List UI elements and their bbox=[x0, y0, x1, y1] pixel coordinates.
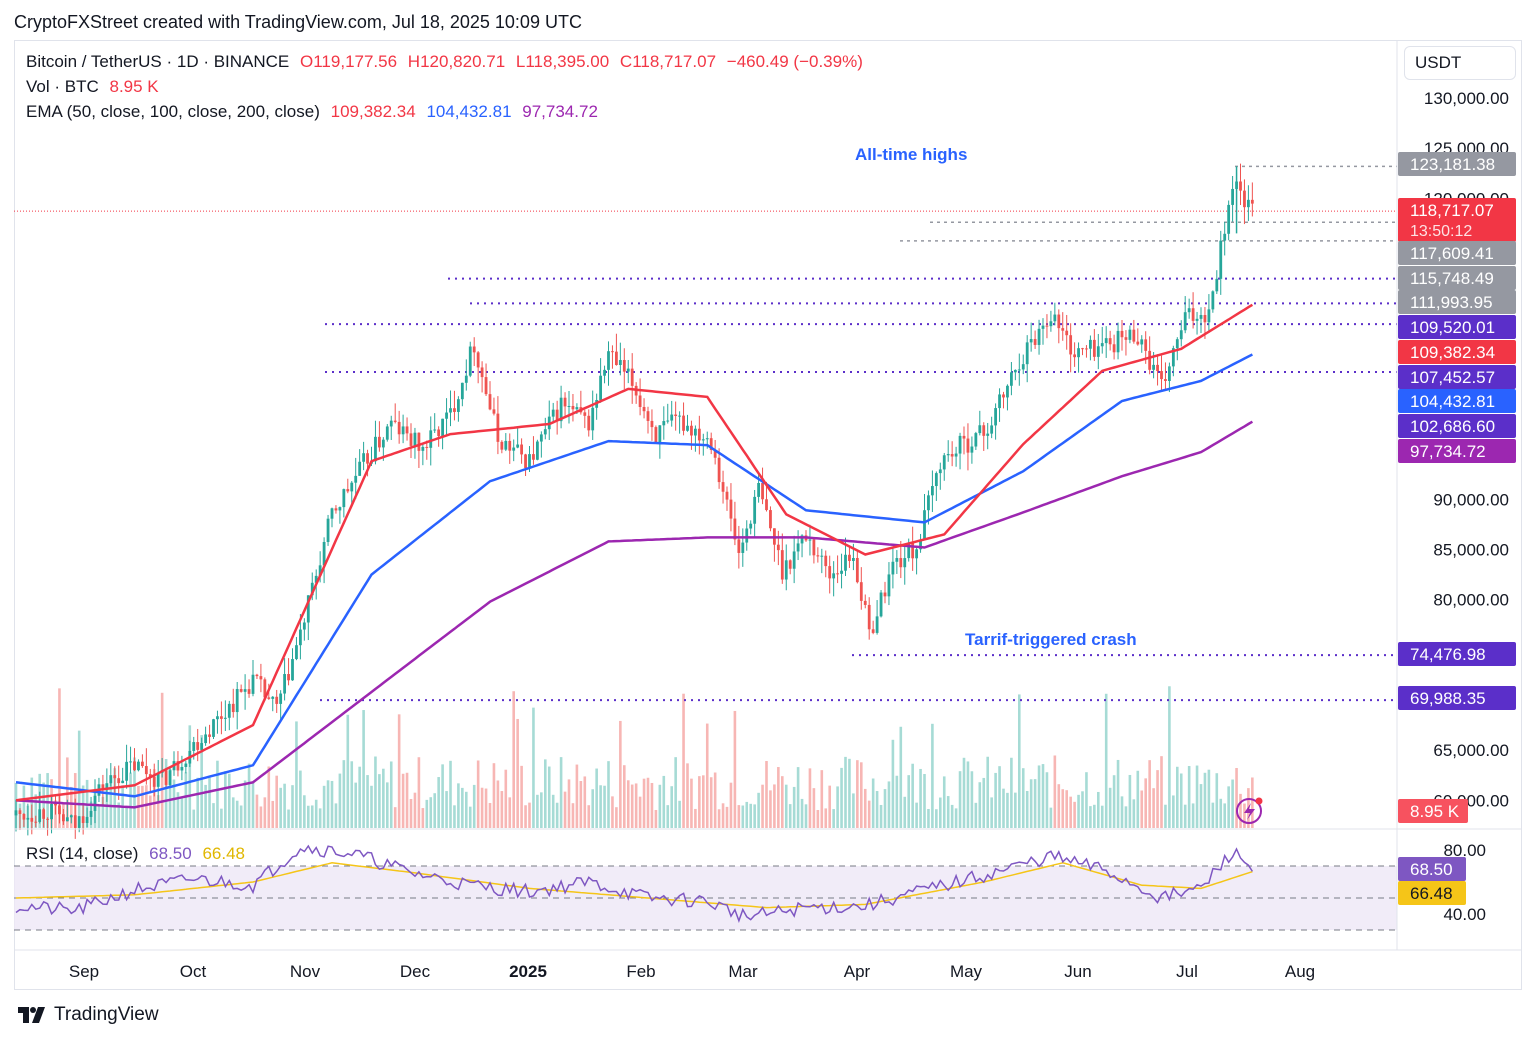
ath-annotation: All-time highs bbox=[855, 145, 968, 164]
low-value: L118,395.00 bbox=[515, 52, 610, 71]
ema100-value: 104,432.81 bbox=[426, 102, 512, 121]
chart-credit: CryptoFXStreet created with TradingView.… bbox=[14, 12, 582, 32]
rsi-ma-value: 66.48 bbox=[202, 844, 245, 863]
close-value: C118,717.07 bbox=[619, 52, 717, 71]
rsi-value: 68.50 bbox=[149, 844, 192, 863]
currency-selector[interactable]: USDT bbox=[1404, 46, 1516, 80]
rsi-label[interactable]: RSI (14, close) bbox=[26, 844, 139, 863]
ema-legend: EMA (50, close, 100, close, 200, close) … bbox=[26, 102, 604, 122]
high-value: H120,820.71 bbox=[407, 52, 506, 71]
ema200-value: 97,734.72 bbox=[522, 102, 598, 121]
ohlc-legend: Bitcoin / TetherUS · 1D · BINANCE O119,1… bbox=[26, 52, 869, 72]
tradingview-logo-icon bbox=[18, 1007, 45, 1023]
ema50-value: 109,382.34 bbox=[330, 102, 416, 121]
crash-annotation: Tarrif-triggered crash bbox=[965, 630, 1137, 649]
brand-name: TradingView bbox=[54, 1004, 159, 1025]
open-value: O119,177.56 bbox=[300, 52, 398, 71]
chart-frame bbox=[14, 40, 1522, 990]
rsi-legend: RSI (14, close) 68.50 66.48 bbox=[26, 844, 251, 864]
tradingview-logo[interactable]: TradingView bbox=[18, 1004, 159, 1026]
symbol-label[interactable]: Bitcoin / TetherUS · 1D · BINANCE bbox=[26, 52, 290, 71]
vol-value: 8.95 K bbox=[109, 77, 159, 96]
vol-label[interactable]: Vol · BTC bbox=[26, 77, 99, 96]
volume-legend: Vol · BTC 8.95 K bbox=[26, 77, 165, 97]
ema-label[interactable]: EMA (50, close, 100, close, 200, close) bbox=[26, 102, 320, 121]
change-value: −460.49 (−0.39%) bbox=[726, 52, 863, 71]
